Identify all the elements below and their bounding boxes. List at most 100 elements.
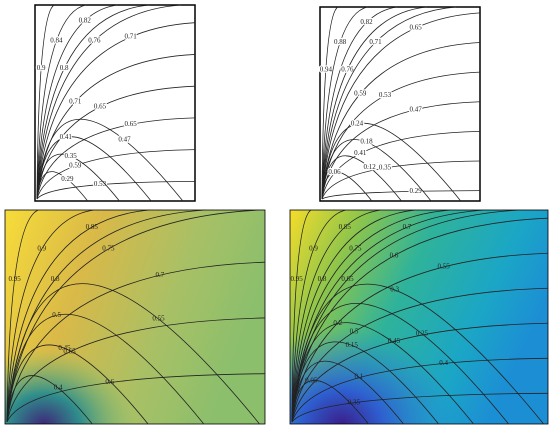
contour-label: 0.35 xyxy=(348,398,361,406)
contour-line xyxy=(291,252,549,423)
contour-label: 0.25 xyxy=(416,329,429,337)
contour-line xyxy=(36,4,118,200)
contour-line xyxy=(6,373,266,423)
contour-line xyxy=(321,123,462,202)
contour-line xyxy=(36,4,150,200)
contour-line xyxy=(291,322,474,425)
contour-label: 0.47 xyxy=(118,136,131,144)
contour-line xyxy=(321,71,481,200)
contour-label: 0.41 xyxy=(60,133,73,141)
contour-label: 0.35 xyxy=(65,152,78,160)
panel-frame xyxy=(319,6,481,202)
contour-label: 0.95 xyxy=(8,275,21,283)
contour-label: 0.65 xyxy=(409,24,422,32)
contour-line xyxy=(321,6,339,200)
contour-line xyxy=(291,209,347,423)
contour-label: 0.1 xyxy=(355,373,364,381)
contour-label: 0.75 xyxy=(349,245,362,253)
contour-label: 0.85 xyxy=(339,223,352,231)
contour-line xyxy=(321,190,481,200)
contour-line xyxy=(6,375,93,425)
contour-line xyxy=(6,209,150,423)
contour-line xyxy=(321,6,398,200)
contour-label: 0.65 xyxy=(63,348,76,356)
contour-line xyxy=(321,6,457,200)
contour-line xyxy=(291,287,549,423)
contour-line xyxy=(321,12,481,200)
contour-label: 0.8 xyxy=(60,64,69,72)
contour-label: 0.7 xyxy=(403,223,412,231)
contour-label: 0.88 xyxy=(334,38,347,46)
contour-label: 0.29 xyxy=(61,175,74,183)
contour-line xyxy=(291,392,549,423)
contour-label: 0.5 xyxy=(52,311,61,319)
contour-line xyxy=(291,303,509,425)
contour-label: 0.05 xyxy=(305,376,318,384)
contour-line xyxy=(36,22,196,200)
contour-label: 0.9 xyxy=(37,245,46,253)
contour-line xyxy=(321,6,368,200)
contour-label: 0.45 xyxy=(388,337,401,345)
contour-label: 0.82 xyxy=(360,18,373,26)
contour-label: 0.12 xyxy=(364,163,377,171)
contour-label: 0.2 xyxy=(333,319,342,327)
contour-label: 0.4 xyxy=(54,384,63,392)
contour-line xyxy=(6,209,262,423)
contour-line xyxy=(6,317,266,423)
contour-label: 0.15 xyxy=(346,341,359,349)
contour-line xyxy=(6,209,95,423)
panel-frame xyxy=(4,209,266,425)
contour-label: 0.59 xyxy=(354,89,367,97)
contour-label: 0.29 xyxy=(409,187,422,195)
contour-line xyxy=(36,4,86,200)
contour-label: 0.6 xyxy=(390,251,399,259)
contour-label: 0.71 xyxy=(124,33,137,41)
contour-line xyxy=(291,322,549,423)
contour-label: 0.47 xyxy=(409,105,422,113)
panel-frame xyxy=(34,4,196,202)
contour-line xyxy=(291,360,404,425)
contour-label: 0.9 xyxy=(37,64,46,72)
contour-label: 0.65 xyxy=(341,275,354,283)
contour-label: 0.18 xyxy=(360,138,373,146)
contour-label: 0.95 xyxy=(290,275,303,283)
contour-line xyxy=(6,344,149,425)
contour-line xyxy=(36,4,182,200)
contour-line xyxy=(321,131,481,200)
contour-line xyxy=(36,4,55,200)
panel-frame xyxy=(289,209,549,425)
contour-line xyxy=(291,209,417,423)
contour-line xyxy=(6,283,260,425)
contour-line xyxy=(6,209,39,423)
contour-label: 0.9 xyxy=(309,245,318,253)
contour-line xyxy=(321,155,402,202)
contour-label: 0.41 xyxy=(354,149,367,157)
contour-line xyxy=(36,136,152,202)
contour-label: 0.06 xyxy=(328,168,341,176)
contour-line xyxy=(291,209,312,423)
contour-line xyxy=(36,153,120,202)
contour-line xyxy=(36,171,89,202)
contour-label: 0.3 xyxy=(390,285,399,293)
contour-line xyxy=(36,117,196,200)
contour-label: 0.65 xyxy=(94,103,107,111)
contour-line xyxy=(291,283,544,425)
contour-label: 0.7 xyxy=(155,271,164,279)
contour-line xyxy=(321,160,481,200)
contour-line xyxy=(321,6,427,200)
contour-line xyxy=(291,209,382,423)
contour-line xyxy=(6,261,266,423)
contour-label: 0.76 xyxy=(341,65,354,73)
contour-label: 0.85 xyxy=(86,223,99,231)
contour-label: 0.53 xyxy=(379,91,392,99)
contour-label: 0.94 xyxy=(320,65,333,73)
contour-label: 0.55 xyxy=(438,263,451,271)
contour-line xyxy=(321,171,373,202)
contour-label: 0.84 xyxy=(50,36,63,44)
contour-line xyxy=(291,380,369,425)
contour-line xyxy=(291,209,452,423)
contour-line xyxy=(291,357,549,423)
contour-label: 0.8 xyxy=(51,275,60,283)
contour-label: 0.82 xyxy=(79,16,92,24)
